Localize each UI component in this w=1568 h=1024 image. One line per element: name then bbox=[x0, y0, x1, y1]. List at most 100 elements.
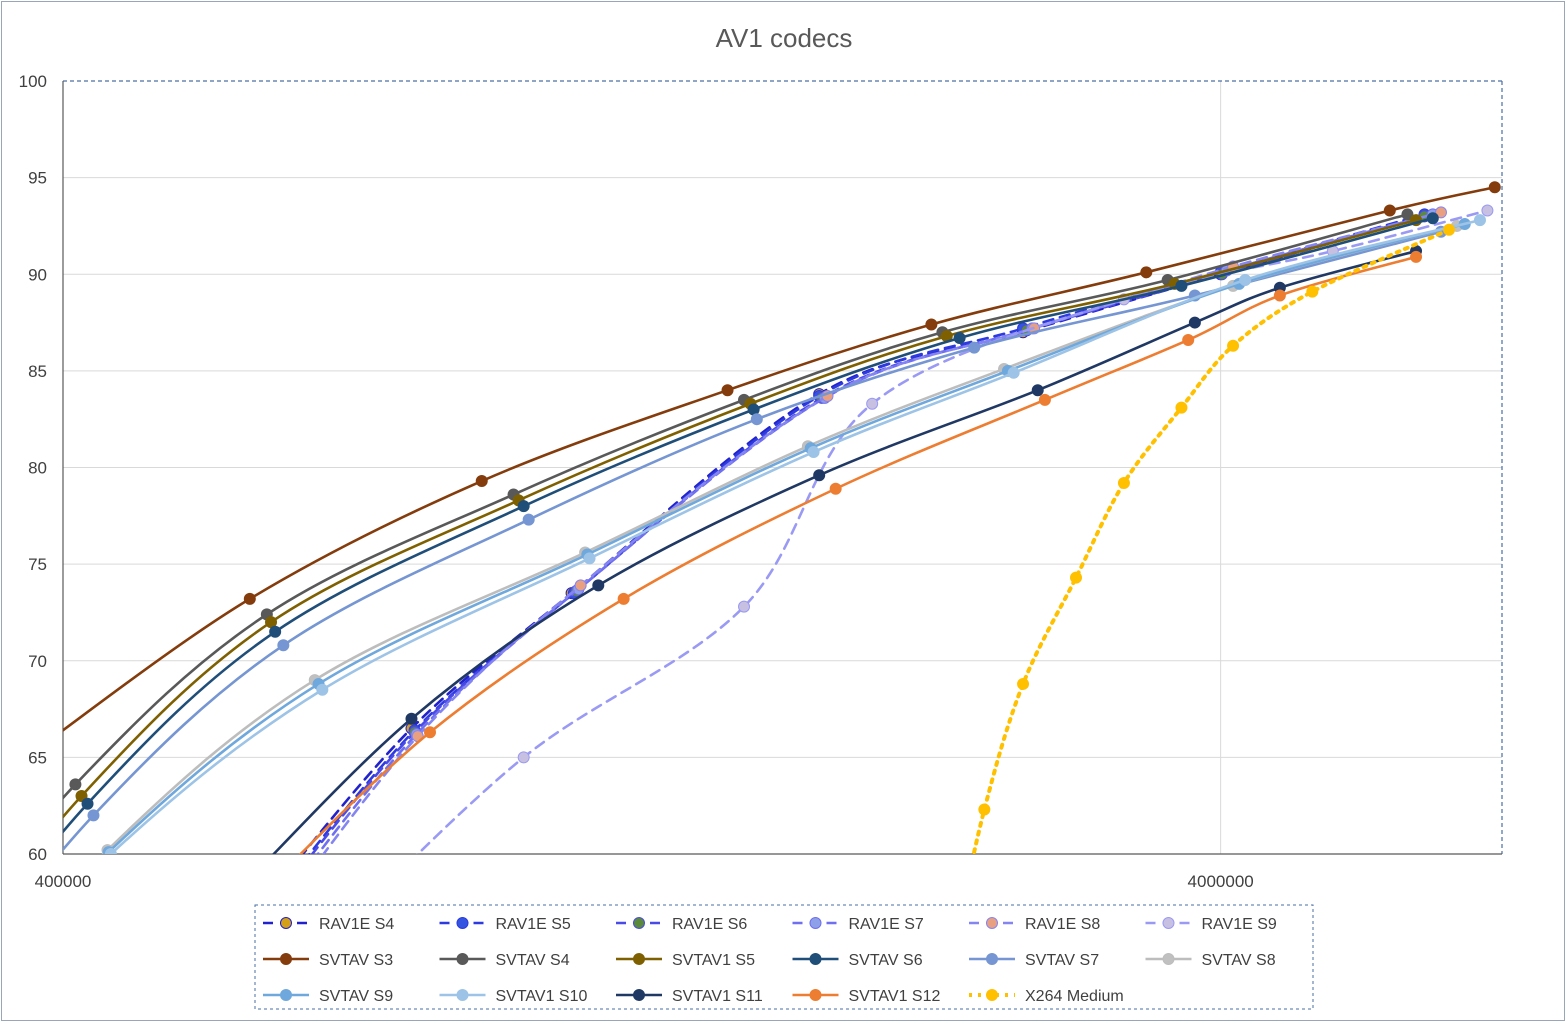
series-lines bbox=[63, 181, 1501, 854]
y-tick-label: 90 bbox=[28, 265, 47, 284]
legend-swatch-marker bbox=[986, 917, 998, 929]
data-point bbox=[968, 341, 981, 354]
series-rav1e-s7 bbox=[316, 208, 1439, 854]
x-tick-label: 400000 bbox=[35, 872, 92, 891]
y-tick-label: 95 bbox=[28, 169, 47, 188]
legend-swatch-marker bbox=[1162, 917, 1175, 929]
legend-label: SVTAV1 S5 bbox=[672, 952, 755, 969]
legend-label: RAV1E S5 bbox=[496, 916, 571, 933]
axes: 60 65 70 75 80 85 90 95 100 400000 4000000 bbox=[19, 72, 1503, 891]
data-point bbox=[617, 592, 630, 605]
legend-item: RAV1E S4 bbox=[263, 916, 394, 933]
series-rav1e-s4 bbox=[301, 210, 1431, 854]
data-point bbox=[721, 384, 734, 397]
x-tick-label: 4000000 bbox=[1188, 872, 1254, 891]
data-point bbox=[69, 778, 82, 791]
series-svtav-s6 bbox=[63, 212, 1439, 834]
data-point bbox=[1182, 333, 1195, 346]
legend-label: SVTAV1 S10 bbox=[496, 988, 588, 1005]
data-point bbox=[1017, 677, 1030, 690]
series-line bbox=[109, 218, 1482, 854]
series-svtav-s9 bbox=[102, 218, 1471, 854]
series-line bbox=[63, 213, 1409, 800]
data-point bbox=[866, 397, 879, 410]
data-point bbox=[829, 482, 842, 495]
legend-label: RAV1E S7 bbox=[849, 916, 924, 933]
legend-label: SVTAV1 S12 bbox=[849, 988, 941, 1005]
legend-label: RAV1E S6 bbox=[672, 916, 747, 933]
data-point bbox=[405, 712, 418, 725]
legend-swatch-marker bbox=[986, 953, 998, 965]
legend-swatch-marker bbox=[633, 989, 645, 1001]
data-point bbox=[475, 475, 488, 488]
series-svtav1-s5 bbox=[63, 214, 1423, 819]
legend-swatch-marker bbox=[986, 989, 998, 1001]
legend-swatch-marker bbox=[280, 989, 292, 1001]
data-point bbox=[87, 809, 100, 822]
series-svtav-s8 bbox=[101, 219, 1463, 854]
legend-swatch-marker bbox=[456, 953, 469, 965]
gridlines bbox=[63, 81, 1502, 854]
data-point bbox=[1383, 204, 1396, 217]
series-x264-medium bbox=[971, 223, 1456, 854]
data-point bbox=[574, 579, 587, 592]
series-line bbox=[63, 216, 1435, 834]
legend-label: RAV1E S9 bbox=[1202, 916, 1277, 933]
series-line bbox=[416, 209, 1489, 854]
series-line bbox=[310, 214, 1426, 854]
data-point bbox=[1239, 274, 1252, 287]
data-point bbox=[1070, 571, 1083, 584]
data-point bbox=[1227, 339, 1240, 352]
y-tick-label: 60 bbox=[28, 845, 47, 864]
legend-item: SVTAV1 S5 bbox=[616, 952, 755, 969]
data-point bbox=[1175, 279, 1188, 292]
legend-label: SVTAV S7 bbox=[1025, 952, 1099, 969]
data-point bbox=[738, 600, 751, 613]
legend-item: RAV1E S9 bbox=[1145, 916, 1277, 933]
data-point bbox=[1481, 204, 1494, 217]
data-point bbox=[243, 592, 256, 605]
legend-swatch-marker bbox=[1162, 953, 1175, 965]
data-point bbox=[1410, 250, 1423, 263]
legend-swatch-marker bbox=[280, 917, 292, 929]
legend-item: SVTAV S8 bbox=[1145, 952, 1276, 969]
data-point bbox=[1473, 214, 1486, 227]
series-line bbox=[63, 218, 1418, 819]
series-svtav1-s11 bbox=[271, 245, 1423, 854]
data-point bbox=[522, 513, 535, 526]
data-point bbox=[750, 413, 763, 426]
data-point bbox=[1434, 206, 1447, 219]
y-tick-label: 65 bbox=[28, 748, 47, 767]
series-svtav1-s10 bbox=[104, 214, 1486, 854]
series-svtav1-s12 bbox=[298, 250, 1423, 854]
data-point bbox=[1401, 208, 1414, 221]
legend-item: SVTAV1 S12 bbox=[792, 988, 941, 1005]
legend-item: SVTAV S6 bbox=[792, 952, 923, 969]
data-point bbox=[1007, 366, 1020, 379]
data-point bbox=[953, 332, 966, 345]
data-point bbox=[517, 500, 530, 513]
legend-label: RAV1E S4 bbox=[319, 916, 394, 933]
data-point bbox=[1306, 285, 1319, 298]
data-point bbox=[104, 848, 117, 854]
legend-item: SVTAV S4 bbox=[439, 952, 570, 969]
legend-swatch-marker bbox=[809, 989, 822, 1001]
data-point bbox=[517, 751, 530, 764]
data-point bbox=[1426, 212, 1439, 225]
legend-swatch-marker bbox=[456, 917, 469, 929]
data-point bbox=[592, 579, 605, 592]
legend-swatch-marker bbox=[280, 953, 292, 965]
data-point bbox=[1188, 316, 1201, 329]
y-tick-label: 75 bbox=[28, 555, 47, 574]
legend-label: SVTAV S9 bbox=[319, 988, 393, 1005]
series-line bbox=[63, 230, 1443, 852]
data-point bbox=[1273, 289, 1286, 302]
legend-label: SVTAV S8 bbox=[1202, 952, 1276, 969]
chart-title: AV1 codecs bbox=[716, 23, 853, 53]
legend-label: SVTAV S4 bbox=[496, 952, 570, 969]
series-line bbox=[104, 222, 1467, 854]
data-point bbox=[269, 625, 282, 638]
legend: RAV1E S4 RAV1E S5 RAV1E S6 RAV1E S7 RAV1E S8… bbox=[254, 904, 1314, 1010]
data-point bbox=[807, 446, 820, 459]
